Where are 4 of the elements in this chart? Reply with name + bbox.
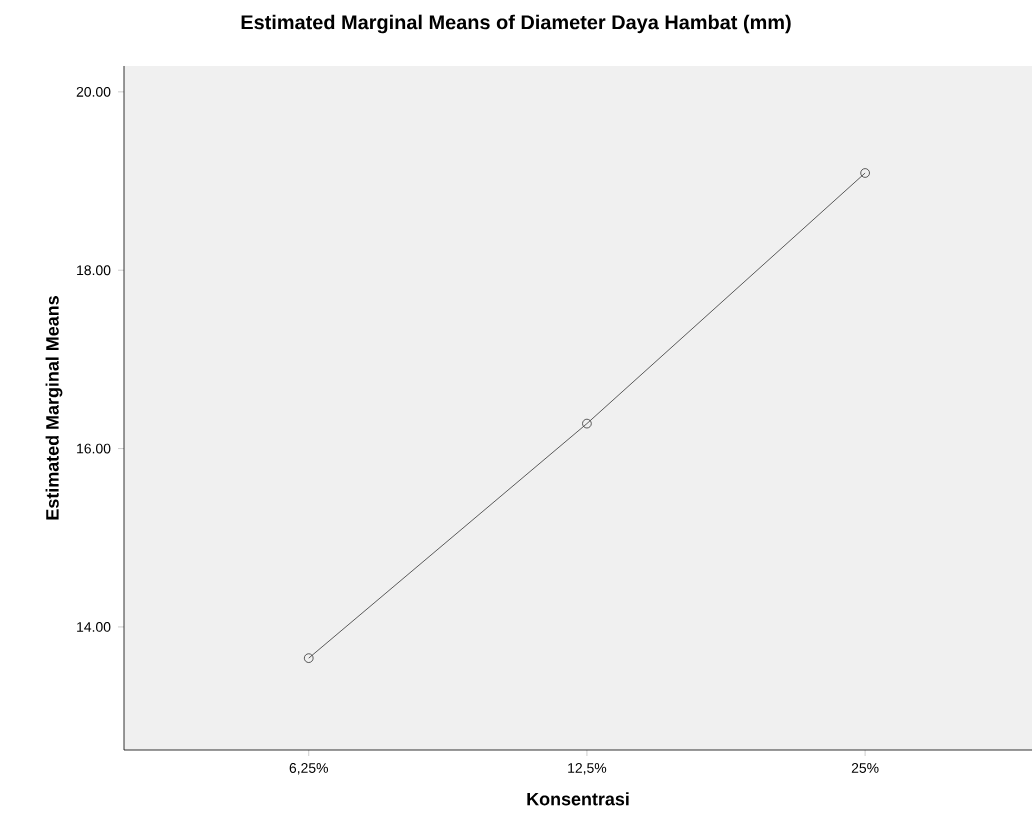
y-axis-title: Estimated Marginal Means: [45, 296, 63, 520]
x-axis-title: Konsentrasi: [527, 792, 629, 806]
chart-title: Estimated Marginal Means of Diameter Daya Hambat (mm): [241, 14, 791, 34]
point: [582, 418, 592, 429]
